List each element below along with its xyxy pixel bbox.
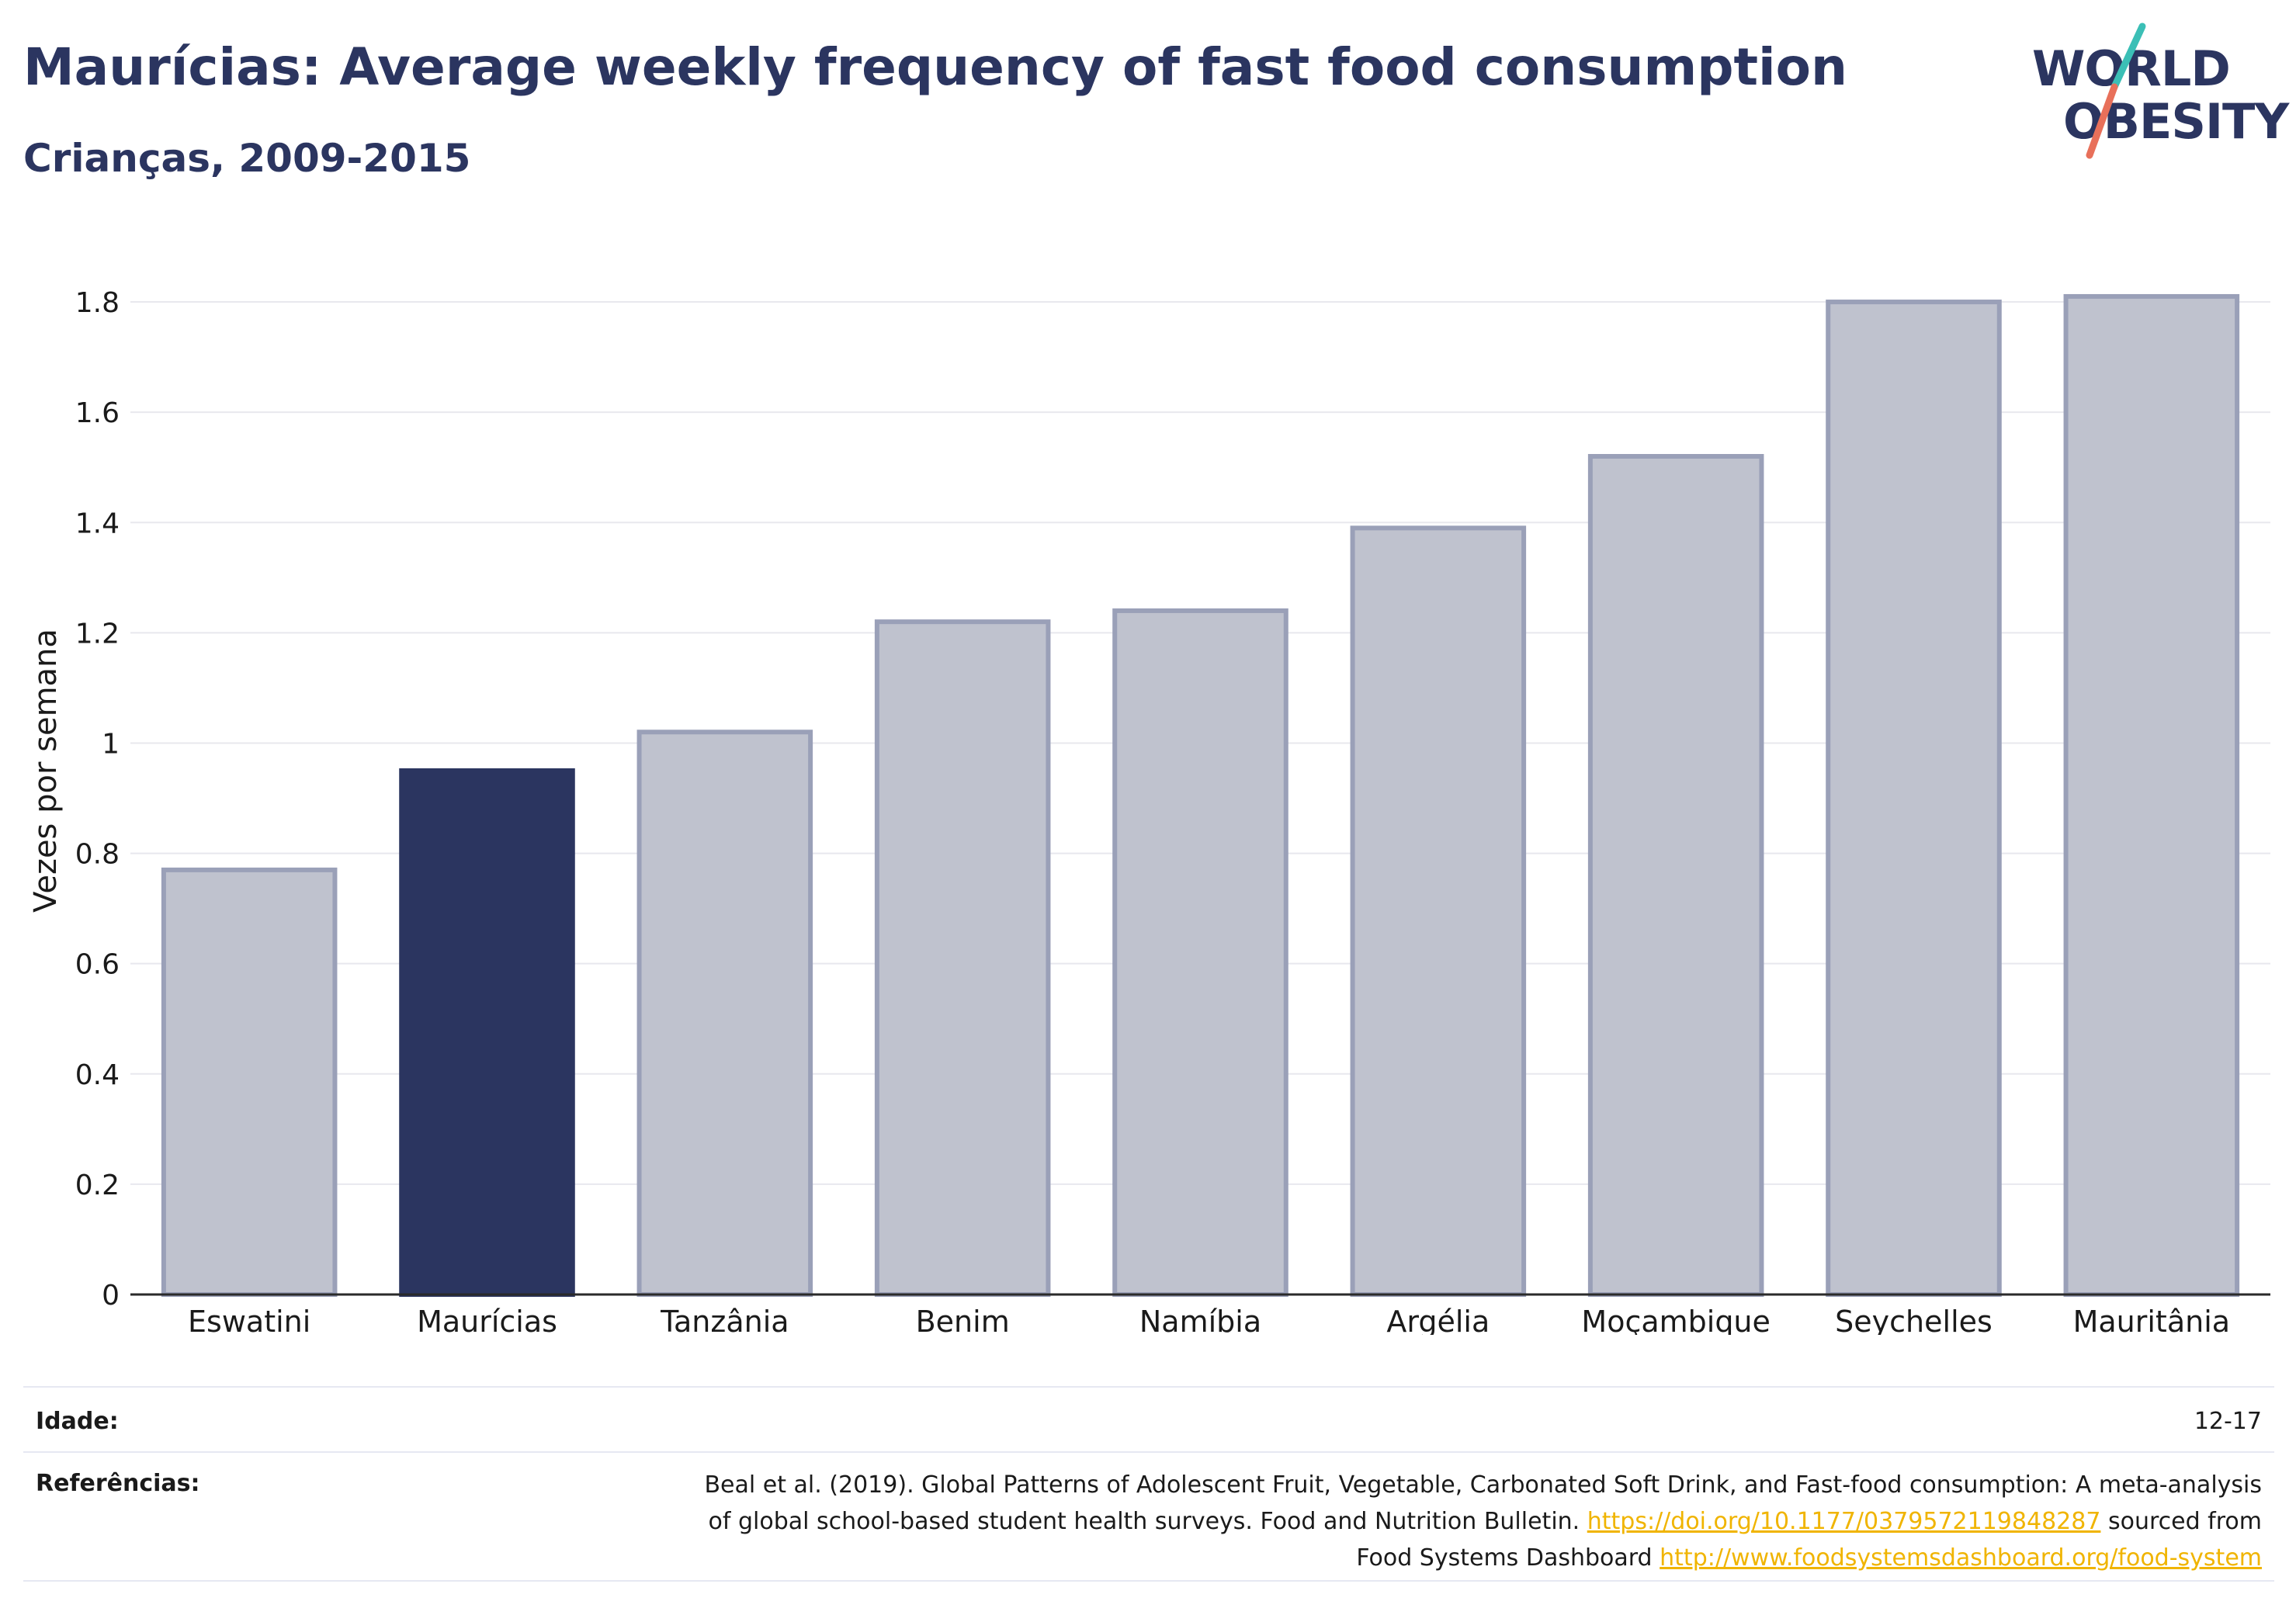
chart-title: Maurícias: Average weekly frequency of f… bbox=[23, 37, 1847, 97]
y-tick-label: 0.4 bbox=[75, 1059, 120, 1091]
bar bbox=[1350, 525, 1527, 1297]
age-value: 12-17 bbox=[2194, 1408, 2262, 1435]
y-tick-label: 1.6 bbox=[75, 397, 120, 429]
footer-divider-middle bbox=[23, 1451, 2274, 1453]
y-tick-label: 0.6 bbox=[75, 949, 120, 981]
y-tick-label: 1.4 bbox=[75, 508, 120, 539]
y-tick-label: 1 bbox=[102, 728, 120, 760]
references-line-3-text: Food Systems Dashboard bbox=[1356, 1544, 1653, 1572]
footer-refs-row: Referências: Beal et al. (2019). Global … bbox=[23, 1467, 2274, 1591]
dashboard-link[interactable]: http://www.foodsystemsdashboard.org/food… bbox=[1660, 1544, 2262, 1572]
chart-subtitle: Crianças, 2009-2015 bbox=[23, 136, 471, 181]
y-tick-label: 0.8 bbox=[75, 839, 120, 871]
references-line-2: of global school-based student health su… bbox=[632, 1503, 2262, 1540]
bar bbox=[874, 619, 1051, 1297]
references-line-2-suffix: sourced from bbox=[2107, 1508, 2262, 1535]
x-category-label: Argélia bbox=[1386, 1305, 1490, 1335]
y-tick-label: 0.2 bbox=[75, 1170, 120, 1201]
x-category-label: Mauritânia bbox=[2073, 1305, 2230, 1335]
age-label: Idade: bbox=[36, 1408, 119, 1435]
references-line-2-text: of global school-based student health su… bbox=[708, 1508, 1580, 1535]
x-category-label: Tanzânia bbox=[660, 1305, 789, 1335]
bars bbox=[161, 293, 2240, 1298]
y-tick-label: 1.8 bbox=[75, 287, 120, 319]
y-tick-label: 0 bbox=[102, 1280, 120, 1312]
x-category-label: Maurícias bbox=[417, 1305, 557, 1335]
y-tick-label: 1.2 bbox=[75, 618, 120, 650]
y-axis-ticks: 0 0.2 0.4 0.6 0.8 1 1.2 1.4 1.6 1.8 bbox=[75, 287, 120, 1312]
references-line-1: Beal et al. (2019). Global Patterns of A… bbox=[704, 1471, 2262, 1499]
x-category-label: Moçambique bbox=[1581, 1305, 1771, 1335]
x-category-label: Namíbia bbox=[1139, 1305, 1261, 1335]
bar bbox=[636, 730, 813, 1297]
bar bbox=[161, 867, 338, 1298]
x-category-label: Benim bbox=[916, 1305, 1010, 1335]
footer-divider-top bbox=[23, 1386, 2274, 1388]
world-obesity-logo: WORLD OBESITY bbox=[2018, 22, 2289, 169]
bar bbox=[1587, 454, 1764, 1297]
x-axis-categories: Eswatini Maurícias Tanzânia Benim Namíbia Arg… bbox=[188, 1305, 2230, 1335]
references-text: Beal et al. (2019). Global Patterns of A… bbox=[632, 1467, 2262, 1576]
references-line-3: Food Systems Dashboard http://www.foodsy… bbox=[632, 1540, 2262, 1576]
y-axis-title: Vezes por semana bbox=[28, 629, 64, 913]
bar-chart: 0 0.2 0.4 0.6 0.8 1 1.2 1.4 1.6 1.8 Eswatini Maurí… bbox=[28, 287, 2270, 1335]
x-category-label: Seychelles bbox=[1835, 1305, 1993, 1335]
bar bbox=[1826, 300, 2002, 1298]
doi-link[interactable]: https://doi.org/10.1177/0379572119848287 bbox=[1587, 1508, 2101, 1535]
bar bbox=[1112, 608, 1288, 1297]
footer-divider-bottom bbox=[23, 1580, 2274, 1582]
footer-age-row: Idade: 12-17 bbox=[23, 1405, 2274, 1444]
bar bbox=[399, 768, 575, 1297]
bar bbox=[2063, 293, 2240, 1297]
references-label: Referências: bbox=[36, 1470, 200, 1497]
x-category-label: Eswatini bbox=[188, 1305, 310, 1335]
logo-slash-icon bbox=[2086, 23, 2146, 159]
